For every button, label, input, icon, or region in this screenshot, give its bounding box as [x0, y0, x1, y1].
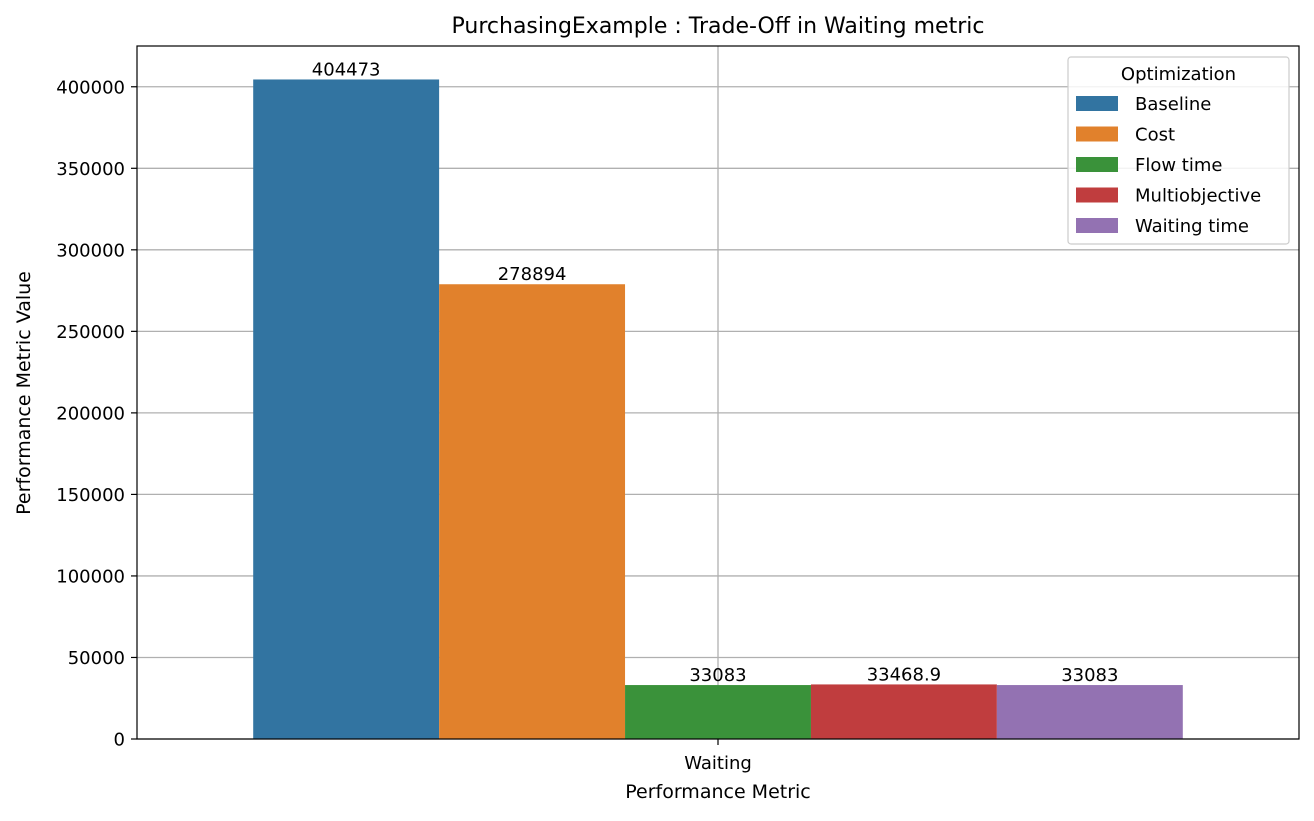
bar-value-label: 33083 [689, 665, 746, 686]
chart-title: PurchasingExample : Trade-Off in Waiting… [452, 14, 985, 39]
legend-label: Flow time [1135, 155, 1222, 176]
bar-value-labels: 404473 278894 33083 33468.9 33083 [312, 59, 1119, 686]
x-axis: Waiting [684, 739, 752, 774]
bar-flow-time [625, 685, 811, 739]
legend-box [1067, 56, 1290, 245]
bar-value-label: 404473 [312, 59, 381, 80]
bar-value-label: 33468.9 [867, 664, 941, 685]
y-tick-label: 0 [114, 730, 125, 751]
legend: Optimization Baseline Cost Flow time Multiob… [1067, 56, 1290, 245]
bars [253, 79, 1183, 740]
bar-baseline [253, 79, 440, 740]
legend-swatch [1076, 187, 1118, 203]
legend-label: Baseline [1135, 94, 1211, 115]
x-axis-label: Performance Metric [625, 781, 811, 803]
y-tick-label: 150000 [56, 485, 125, 506]
bar-multiobjective [810, 684, 997, 739]
bar-cost [439, 284, 626, 739]
legend-label: Multiobjective [1135, 186, 1261, 207]
legend-title: Optimization [1121, 64, 1236, 85]
x-tick-label: Waiting [684, 753, 752, 774]
legend-label: Waiting time [1135, 216, 1249, 237]
bar-value-label: 33083 [1061, 665, 1118, 686]
bar-waiting-time [996, 685, 1183, 739]
y-tick-label: 300000 [56, 240, 125, 261]
legend-swatch [1076, 157, 1118, 172]
y-tick-label: 250000 [56, 322, 125, 343]
bar-value-label: 278894 [498, 264, 567, 285]
legend-swatch [1076, 96, 1118, 111]
legend-swatch [1076, 126, 1118, 142]
y-tick-label: 400000 [56, 77, 125, 98]
legend-swatch [1076, 218, 1118, 233]
y-tick-label: 200000 [56, 403, 125, 424]
y-tick-label: 100000 [56, 566, 125, 587]
legend-label: Cost [1135, 125, 1175, 146]
y-axis: 0 50000 100000 150000 200000 250000 300000 3500… [56, 77, 137, 751]
y-axis-label: Performance Metric Value [13, 271, 35, 515]
y-tick-label: 50000 [68, 648, 125, 669]
y-tick-label: 350000 [56, 159, 125, 180]
